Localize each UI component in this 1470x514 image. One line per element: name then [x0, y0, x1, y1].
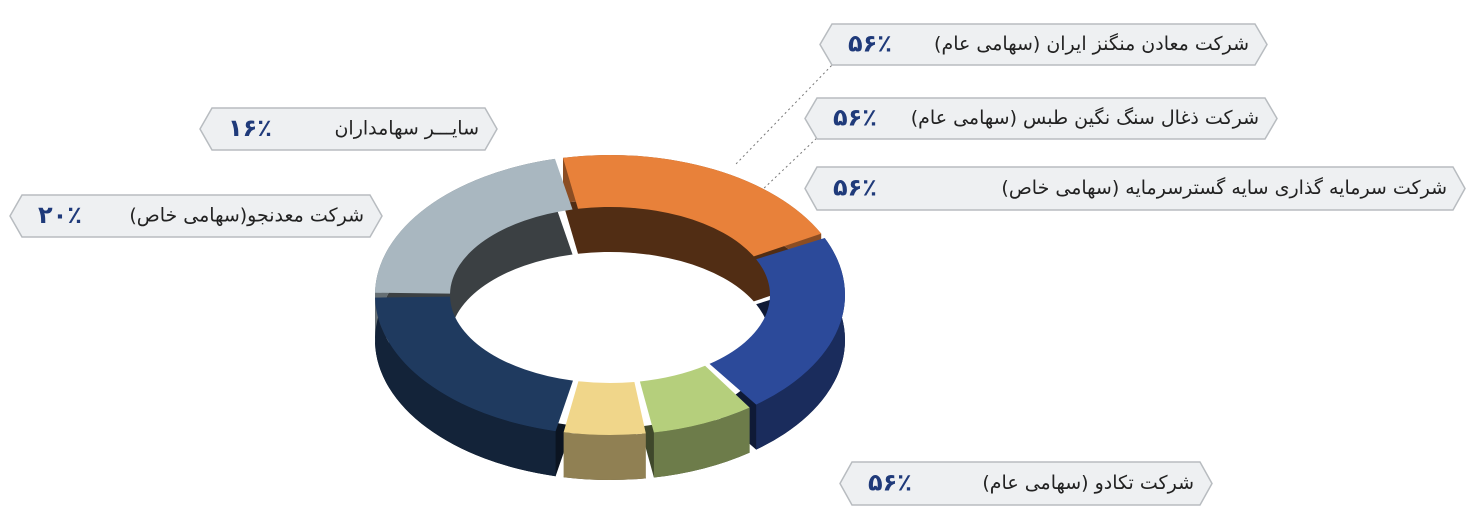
- slice: [375, 296, 573, 432]
- slice: [639, 365, 750, 433]
- leader-line: [734, 61, 836, 166]
- label-box: [804, 166, 1466, 211]
- slice-side: [375, 297, 556, 477]
- label-box: [199, 107, 498, 151]
- category-label: شرکت معدنجو(سهامی خاص): [129, 205, 364, 227]
- slice: [563, 381, 646, 436]
- slice-side: [756, 238, 845, 450]
- value-label: ۵۶٪: [833, 174, 877, 202]
- label-box: [819, 23, 1268, 66]
- value-label: ۲۰٪: [38, 201, 82, 229]
- category-label: سایـــر سهامداران: [334, 118, 479, 140]
- slice-base: [562, 200, 822, 302]
- label-box: [804, 97, 1278, 140]
- value-label: ۱۶٪: [228, 114, 272, 142]
- label-box: [839, 461, 1213, 506]
- category-label: شرکت ذغال سنگ نگین طبس (سهامی عام): [911, 106, 1259, 129]
- leader-line: [759, 134, 821, 193]
- slice: [709, 238, 845, 405]
- label-box: [9, 194, 383, 238]
- slice-side: [653, 407, 750, 478]
- value-label: ۵۶٪: [868, 469, 912, 497]
- slice-side: [563, 432, 646, 481]
- category-label: شرکت سرمایه گذاری سایه گسترسرمایه (سهامی…: [1001, 176, 1447, 199]
- slice: [562, 154, 822, 257]
- category-label: شرکت معادن منگنز ایران (سهامی عام): [934, 32, 1249, 55]
- category-label: شرکت تکادو (سهامی عام): [982, 472, 1194, 494]
- value-label: ۵۶٪: [833, 104, 877, 132]
- value-label: ۵۶٪: [848, 30, 892, 58]
- slice: [375, 158, 573, 294]
